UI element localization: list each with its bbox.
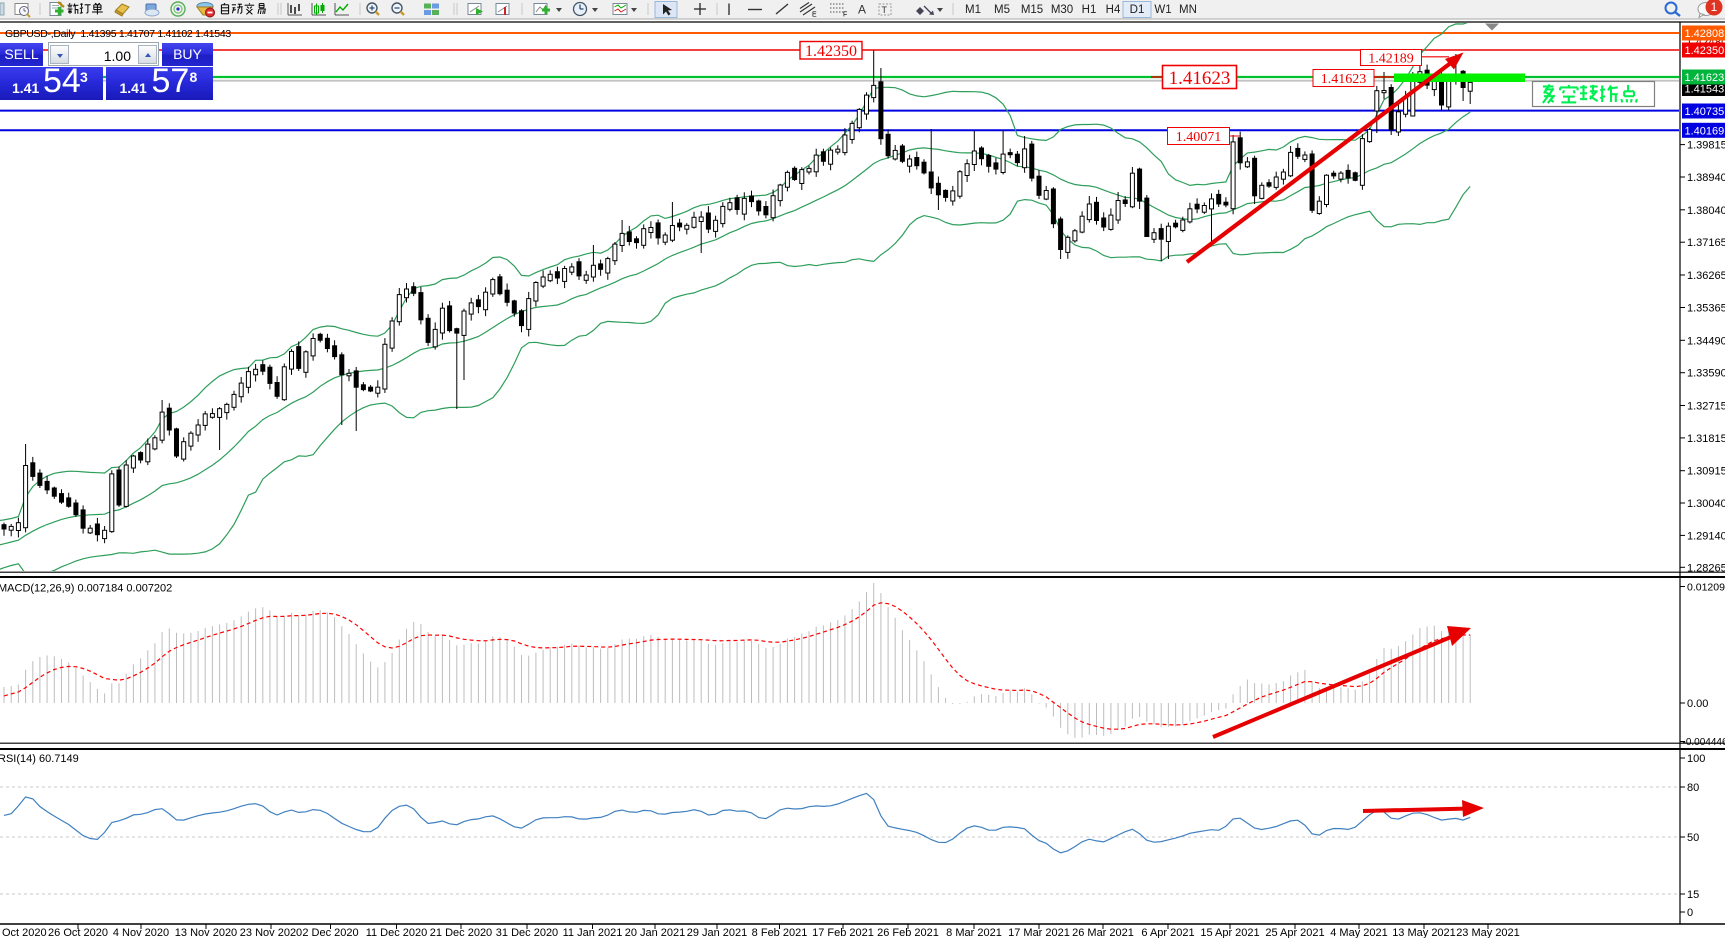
svg-text:1.42808: 1.42808 — [1685, 28, 1725, 40]
svg-text:11 Jan 2021: 11 Jan 2021 — [563, 927, 623, 938]
svg-text:RSI(14) 60.7149: RSI(14) 60.7149 — [0, 753, 79, 765]
svg-text:1.38940: 1.38940 — [1687, 172, 1725, 184]
svg-text:1.35365: 1.35365 — [1687, 303, 1725, 315]
svg-text:25 Apr 2021: 25 Apr 2021 — [1265, 927, 1324, 938]
svg-text:26 Mar 2021: 26 Mar 2021 — [1072, 927, 1134, 938]
svg-text:F: F — [843, 12, 847, 19]
svg-text:1.40735: 1.40735 — [1685, 106, 1725, 118]
svg-text:1.34490: 1.34490 — [1687, 335, 1725, 347]
svg-text:100: 100 — [1687, 753, 1705, 765]
svg-text:6 Apr 2021: 6 Apr 2021 — [1141, 927, 1194, 938]
svg-text:1.36265: 1.36265 — [1687, 270, 1725, 282]
svg-text:1.31815: 1.31815 — [1687, 433, 1725, 445]
svg-text:MACD(12,26,9) 0.007184 0.00720: MACD(12,26,9) 0.007184 0.007202 — [0, 583, 172, 595]
svg-text:1.29140: 1.29140 — [1687, 530, 1725, 542]
svg-text:1.32715: 1.32715 — [1687, 401, 1725, 413]
svg-text:1.40169: 1.40169 — [1685, 125, 1725, 137]
svg-text:W1: W1 — [1154, 4, 1171, 16]
svg-text:23 Nov 2020: 23 Nov 2020 — [240, 927, 302, 938]
svg-text:2 Dec 2020: 2 Dec 2020 — [302, 927, 358, 938]
svg-text:21 Dec 2020: 21 Dec 2020 — [430, 927, 492, 938]
svg-text:23 May 2021: 23 May 2021 — [1456, 927, 1520, 938]
svg-text:17 Feb 2021: 17 Feb 2021 — [812, 927, 874, 938]
svg-text:1.41623: 1.41623 — [1321, 72, 1367, 87]
svg-text:1.41623: 1.41623 — [1685, 72, 1725, 84]
svg-text:1.42350: 1.42350 — [805, 43, 857, 60]
svg-text:1.42350: 1.42350 — [1685, 45, 1725, 57]
svg-text:17 Mar 2021: 17 Mar 2021 — [1008, 927, 1070, 938]
svg-text:1.41623: 1.41623 — [1169, 68, 1231, 89]
svg-text:26 Feb 2021: 26 Feb 2021 — [877, 927, 939, 938]
svg-text:8 Feb 2021: 8 Feb 2021 — [752, 927, 808, 938]
svg-text:13 May 2021: 13 May 2021 — [1392, 927, 1456, 938]
svg-text:H4: H4 — [1106, 4, 1121, 16]
svg-text:15: 15 — [1687, 889, 1699, 901]
svg-text:80: 80 — [1687, 782, 1699, 794]
svg-text:D1: D1 — [1130, 4, 1145, 16]
svg-text:11 Dec 2020: 11 Dec 2020 — [366, 927, 428, 938]
svg-text:1.33590: 1.33590 — [1687, 368, 1725, 380]
svg-text:31 Dec 2020: 31 Dec 2020 — [496, 927, 558, 938]
svg-text:0: 0 — [1687, 907, 1693, 919]
svg-text:4 May 2021: 4 May 2021 — [1330, 927, 1387, 938]
svg-text:4 Nov 2020: 4 Nov 2020 — [113, 927, 169, 938]
svg-text:1.41543: 1.41543 — [1685, 84, 1725, 96]
svg-text:1.30040: 1.30040 — [1687, 498, 1725, 510]
svg-text:M15: M15 — [1021, 4, 1043, 16]
svg-text:1.30915: 1.30915 — [1687, 466, 1725, 478]
svg-text:1.38040: 1.38040 — [1687, 205, 1725, 217]
svg-text:8 Mar 2021: 8 Mar 2021 — [946, 927, 1002, 938]
svg-text:1.40071: 1.40071 — [1176, 130, 1222, 145]
svg-text:Oct 2020: Oct 2020 — [2, 927, 47, 938]
svg-text:13 Nov 2020: 13 Nov 2020 — [175, 927, 237, 938]
svg-text:0.00: 0.00 — [1687, 698, 1708, 710]
svg-text:26 Oct 2020: 26 Oct 2020 — [48, 927, 108, 938]
svg-text:MN: MN — [1179, 4, 1197, 16]
svg-text:A: A — [858, 3, 866, 17]
svg-text:T: T — [882, 5, 888, 15]
svg-text:15 Apr 2021: 15 Apr 2021 — [1200, 927, 1259, 938]
svg-text:E: E — [812, 12, 817, 19]
svg-text:M1: M1 — [965, 4, 981, 16]
svg-text:0.01209: 0.01209 — [1687, 581, 1725, 593]
svg-text:M5: M5 — [994, 4, 1010, 16]
svg-text:-0.004446: -0.004446 — [1683, 737, 1725, 748]
svg-text:1.37165: 1.37165 — [1687, 237, 1725, 249]
svg-text:50: 50 — [1687, 832, 1699, 844]
svg-text:H1: H1 — [1082, 4, 1097, 16]
svg-text:M30: M30 — [1051, 4, 1073, 16]
svg-text:20 Jan 2021: 20 Jan 2021 — [625, 927, 686, 938]
svg-text:1.42189: 1.42189 — [1368, 52, 1414, 67]
svg-text:1.39815: 1.39815 — [1687, 140, 1725, 152]
svg-text:29 Jan 2021: 29 Jan 2021 — [687, 927, 748, 938]
svg-text:1: 1 — [1711, 0, 1718, 14]
svg-text:1.28265: 1.28265 — [1687, 562, 1725, 574]
